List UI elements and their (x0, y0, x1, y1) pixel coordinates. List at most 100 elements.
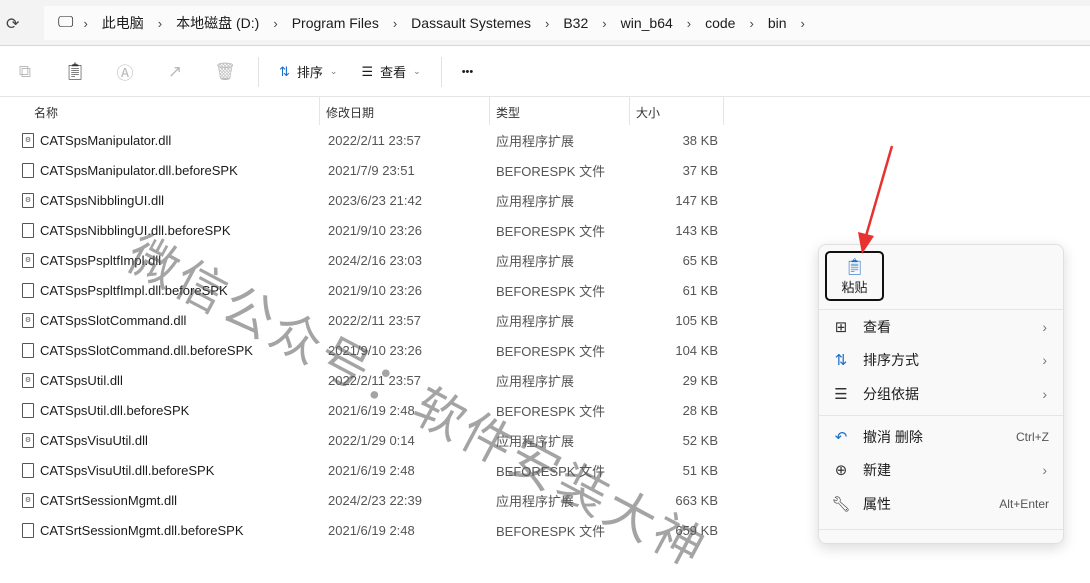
delete-icon[interactable]: 🗑︎ (214, 61, 236, 81)
file-row[interactable]: ⚙ CATSpsNibblingUI.dll 2023/6/23 21:42 应用程序… (0, 185, 718, 215)
dll-file-icon: ⚙ (22, 252, 34, 268)
file-row[interactable]: ⚙ CATSrtSessionMgmt.dll 2024/2/23 22:39 应用程… (0, 485, 718, 515)
paste-icon[interactable]: 📋︎ (64, 61, 86, 81)
breadcrumb-item[interactable]: bin (767, 15, 787, 31)
menu-item[interactable]: 🔧︎ 属性 Alt+Enter (819, 488, 1063, 520)
shortcut-label: Ctrl+Z (1016, 430, 1049, 444)
file-row[interactable]: CATSpsUtil.dll.beforeSPK 2021/6/19 2:48 BE… (0, 395, 718, 425)
breadcrumb-item[interactable]: 本地磁盘 (D:) (176, 15, 260, 31)
chevron-down-icon: ⌄ (329, 66, 338, 76)
file-name-cell: CATSpsNibblingUI.dll.beforeSPK (0, 222, 320, 238)
column-date[interactable]: 修改日期 (320, 97, 490, 125)
breadcrumb[interactable]: 🖵 › 此电脑 › 本地磁盘 (D:) › Program Files › Dassault … (44, 6, 1090, 40)
file-date: 2022/2/11 23:57 (328, 312, 422, 328)
chevron-right-icon[interactable]: › (749, 15, 754, 31)
file-size: 143 KB (675, 222, 718, 238)
file-icon (22, 162, 34, 178)
file-row[interactable]: ⚙ CATSpsPspltfImpl.dll 2024/2/16 23:03 应用程序… (0, 245, 718, 275)
paste-button[interactable]: 📋︎ 粘贴 (825, 251, 884, 301)
column-type[interactable]: 类型 (490, 97, 630, 125)
file-date: 2021/9/10 23:26 (328, 222, 422, 238)
file-row[interactable]: ⚙ CATSpsSlotCommand.dll 2022/2/11 23:57 应用程… (0, 305, 718, 335)
chevron-right-icon[interactable]: › (545, 15, 550, 31)
file-name-cell: CATSrtSessionMgmt.dll.beforeSPK (0, 522, 320, 538)
file-type: BEFORESPK 文件 (496, 283, 606, 299)
chevron-right-icon[interactable]: › (273, 15, 278, 31)
file-name-cell: ⚙ CATSpsManipulator.dll (0, 132, 320, 148)
chevron-right-icon[interactable]: › (686, 15, 692, 31)
divider (440, 56, 442, 87)
breadcrumb-item[interactable]: 此电脑 (101, 15, 144, 31)
group-icon: ☰ (834, 386, 848, 403)
menu-item-label: 排序方式 (863, 352, 919, 368)
more-button[interactable]: ••• (461, 65, 474, 78)
file-date: 2022/2/11 23:57 (328, 132, 422, 148)
sort-label: 排序 (296, 65, 323, 80)
file-name: CATSpsManipulator.dll (40, 132, 172, 148)
file-row[interactable]: CATSpsPspltfImpl.dll.beforeSPK 2021/9/10 … (0, 275, 718, 305)
wrench-icon: 🔧︎ (831, 496, 851, 513)
file-type: BEFORESPK 文件 (496, 523, 606, 539)
breadcrumb-item[interactable]: win_b64 (620, 15, 673, 31)
computer-icon[interactable]: 🖵 (58, 14, 74, 31)
plus-circle-icon: ⊕ (834, 462, 848, 479)
file-icon (22, 462, 34, 478)
chevron-right-icon[interactable]: › (157, 15, 163, 31)
breadcrumb-item[interactable]: Program Files (291, 15, 379, 31)
file-row[interactable]: CATSpsVisuUtil.dll.beforeSPK 2021/6/19 2:… (0, 455, 718, 485)
chevron-right-icon[interactable]: › (800, 15, 805, 31)
file-row[interactable]: CATSrtSessionMgmt.dll.beforeSPK 2021/6/19… (0, 515, 718, 545)
file-row[interactable]: CATSpsManipulator.dll.beforeSPK 2021/7/9 … (0, 155, 718, 185)
chevron-right-icon: › (1042, 352, 1047, 368)
file-name-cell: ⚙ CATSpsSlotCommand.dll (0, 312, 320, 328)
breadcrumb-item[interactable]: B32 (563, 15, 589, 31)
chevron-right-icon: › (1042, 386, 1047, 402)
chevron-right-icon[interactable]: › (602, 15, 607, 31)
file-date: 2021/9/10 23:26 (328, 342, 422, 358)
dll-file-icon: ⚙ (22, 312, 34, 328)
copy-icon[interactable]: ⧉ (18, 61, 32, 81)
menu-item[interactable]: ⊕ 新建 › (819, 454, 1063, 486)
file-name: CATSrtSessionMgmt.dll.beforeSPK (40, 522, 244, 538)
file-date: 2021/6/19 2:48 (328, 462, 415, 478)
chevron-down-icon: ⌄ (413, 66, 421, 76)
file-name: CATSrtSessionMgmt.dll (40, 492, 178, 508)
file-name-cell: CATSpsPspltfImpl.dll.beforeSPK (0, 282, 320, 298)
file-size: 105 KB (675, 312, 718, 328)
menu-item[interactable]: ⇅ 排序方式 › (819, 344, 1063, 376)
sort-button[interactable]: ⇅ 排序 ⌄ (267, 62, 349, 81)
file-row[interactable]: ⚙ CATSpsVisuUtil.dll 2022/1/29 0:14 应用程序扩展 5… (0, 425, 718, 455)
file-row[interactable]: CATSpsSlotCommand.dll.beforeSPK 2021/9/10… (0, 335, 718, 365)
file-date: 2021/9/10 23:26 (328, 282, 422, 298)
chevron-right-icon[interactable]: › (83, 15, 88, 31)
file-icon (22, 402, 34, 418)
column-size[interactable]: 大小 (630, 97, 724, 125)
refresh-icon[interactable]: ⟳ (6, 16, 20, 33)
sort-icon: ⇅ (279, 63, 290, 79)
share-icon[interactable]: ↗ (167, 61, 183, 81)
file-type: 应用程序扩展 (496, 253, 575, 269)
view-label: 查看 (380, 65, 407, 80)
file-name: CATSpsUtil.dll.beforeSPK (40, 402, 190, 418)
menu-item[interactable]: ☰ 分组依据 › (819, 378, 1063, 410)
breadcrumb-item[interactable]: code (705, 15, 736, 31)
file-type: 应用程序扩展 (496, 193, 575, 209)
divider (258, 56, 259, 87)
file-row[interactable]: ⚙ CATSpsManipulator.dll 2022/2/11 23:57 应用程… (0, 125, 718, 155)
column-name[interactable]: 名称 (0, 97, 320, 125)
address-bar-area: ⟳ 🖵 › 此电脑 › 本地磁盘 (D:) › Program Files › Dassaul… (0, 0, 1090, 46)
file-list: ⚙ CATSpsManipulator.dll 2022/2/11 23:57 应用程… (0, 125, 718, 545)
file-row[interactable]: CATSpsNibblingUI.dll.beforeSPK 2021/9/10 … (0, 215, 718, 245)
file-type: BEFORESPK 文件 (496, 223, 606, 239)
chevron-right-icon[interactable]: › (392, 15, 398, 31)
menu-item[interactable]: ↶ 撤消 删除 Ctrl+Z (819, 421, 1063, 453)
breadcrumb-item[interactable]: Dassault Systemes (411, 15, 531, 31)
view-button[interactable]: ☰ 查看 ⌄ (349, 62, 432, 81)
file-name-cell: ⚙ CATSrtSessionMgmt.dll (0, 492, 320, 508)
file-name-cell: ⚙ CATSpsNibblingUI.dll (0, 192, 320, 208)
file-row[interactable]: ⚙ CATSpsUtil.dll 2022/2/11 23:57 应用程序扩展 29 K… (0, 365, 718, 395)
file-date: 2024/2/16 23:03 (328, 252, 422, 268)
rename-icon[interactable]: Ⓐ (116, 64, 134, 83)
menu-item[interactable]: ⊞ 查看 › (819, 311, 1063, 343)
file-name-cell: CATSpsSlotCommand.dll.beforeSPK (0, 342, 320, 358)
